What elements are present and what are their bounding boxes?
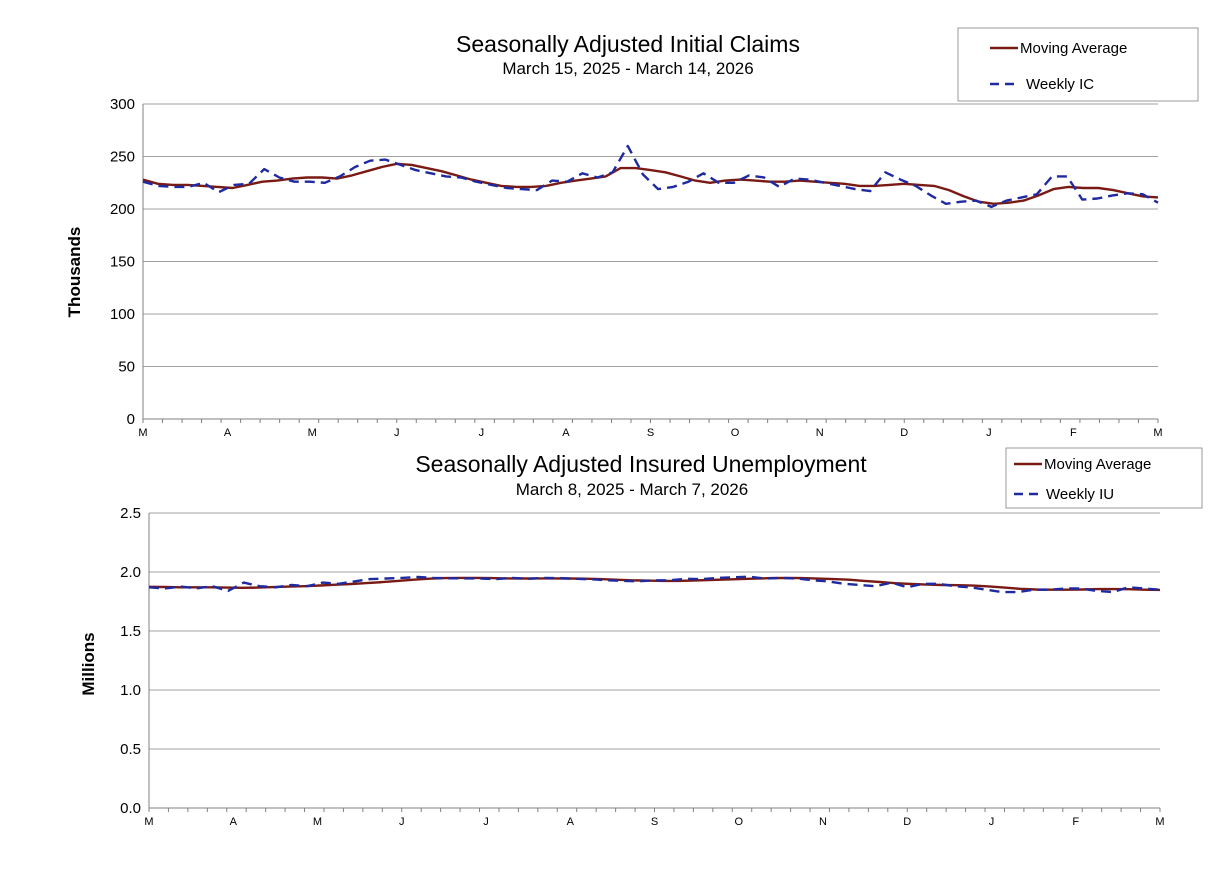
c1-x-tick-label: J: [394, 427, 400, 439]
chart1-legend-label-moving-average: Moving Average: [1020, 40, 1127, 57]
c2-x-tick-label: J: [399, 816, 405, 828]
c1-x-tick-label: M: [308, 427, 317, 439]
chart2-title: Seasonally Adjusted Insured Unemployment: [415, 451, 867, 477]
c1-y-tick-label: 150: [110, 254, 135, 271]
c2-series-line-weekly: [148, 575, 1161, 594]
c1-x-tick-label: M: [138, 427, 147, 439]
chart1-title: Seasonally Adjusted Initial Claims: [456, 31, 800, 57]
c1-y-tick-label: 50: [118, 359, 135, 376]
c1-x-tick-label: J: [986, 427, 992, 439]
c1-x-tick-label: N: [816, 427, 824, 439]
c2-x-tick-label: M: [144, 816, 153, 828]
chart1-subtitle: March 15, 2025 - March 14, 2026: [502, 59, 753, 78]
c1-x-tick-label: F: [1070, 427, 1077, 439]
c1-x-tick-label: S: [647, 427, 654, 439]
c2-y-tick-label: 2.5: [120, 505, 141, 522]
chart1-series: [142, 144, 1159, 209]
chart1-y-tick-labels: 0 50 100 150 200 250 300: [110, 96, 135, 428]
c2-x-tick-label: J: [483, 816, 489, 828]
c2-x-tick-label: A: [567, 816, 575, 828]
chart1-ylabel: Thousands: [65, 227, 84, 318]
c1-x-tick-label: A: [562, 427, 570, 439]
c1-y-tick-label: 100: [110, 306, 135, 323]
c1-y-tick-label: 200: [110, 201, 135, 218]
c1-y-tick-label: 0: [127, 411, 135, 428]
chart2-series: [148, 575, 1161, 594]
chart2-gridlines: [148, 512, 1161, 812]
c1-y-tick-label: 250: [110, 149, 135, 166]
chart2-legend-box: [1005, 447, 1203, 509]
c2-y-tick-label: 1.5: [120, 623, 141, 640]
initial-claims-chart: Seasonally Adjusted Initial Claims March…: [65, 27, 1199, 439]
c1-x-tick-label: J: [479, 427, 485, 439]
c2-series-line-moving-average: [148, 576, 1161, 592]
c2-y-tick-label: 0.5: [120, 741, 141, 758]
c2-x-tick-label: M: [1155, 816, 1164, 828]
c2-x-tick-label: S: [651, 816, 658, 828]
chart1-legend: Moving Average Weekly IC: [957, 27, 1199, 102]
c2-y-tick-label: 0.0: [120, 800, 141, 817]
c1-y-tick-label: 300: [110, 96, 135, 113]
c1-x-tick-label: D: [900, 427, 908, 439]
c2-y-tick-label: 1.0: [120, 682, 141, 699]
c2-x-tick-label: N: [819, 816, 827, 828]
c2-x-tick-label: J: [989, 816, 995, 828]
c2-x-tick-label: F: [1072, 816, 1079, 828]
chart2-legend-label-moving-average: Moving Average: [1044, 456, 1151, 473]
c2-x-tick-label: O: [734, 816, 743, 828]
chart2-ylabel: Millions: [79, 632, 98, 695]
c1-x-tick-label: A: [224, 427, 232, 439]
c2-x-tick-label: D: [903, 816, 911, 828]
c1-x-tick-label: O: [731, 427, 740, 439]
chart2-legend: Moving Average Weekly IU: [1005, 447, 1203, 509]
c1-series-line-weekly: [142, 144, 1159, 209]
c2-x-tick-label: A: [230, 816, 238, 828]
chart1-legend-box: [957, 27, 1199, 102]
c1-series-line-moving-average: [142, 162, 1159, 206]
chart2-subtitle: March 8, 2025 - March 7, 2026: [516, 480, 748, 499]
c1-x-tick-label: M: [1153, 427, 1162, 439]
chart2-legend-label-weekly: Weekly IU: [1046, 486, 1114, 503]
insured-unemployment-chart: Seasonally Adjusted Insured Unemployment…: [79, 447, 1203, 828]
chart2-y-tick-labels: 0.0 0.5 1.0 1.5 2.0 2.5: [120, 505, 141, 817]
c2-y-tick-label: 2.0: [120, 564, 141, 581]
c2-x-tick-label: M: [313, 816, 322, 828]
chart1-gridlines: [142, 103, 1159, 423]
chart1-legend-label-weekly: Weekly IC: [1026, 76, 1094, 93]
